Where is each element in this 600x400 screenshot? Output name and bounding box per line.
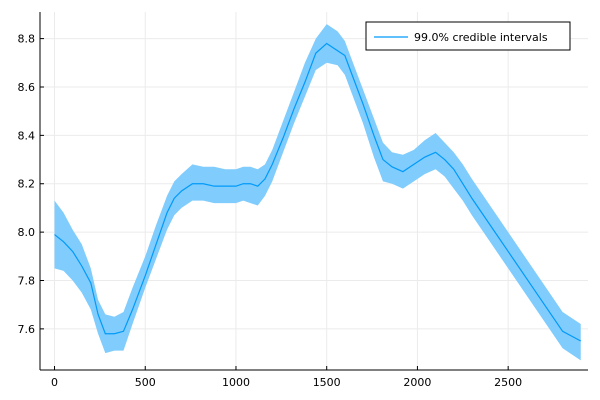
y-tick-label-7.8: 7.8 [18, 275, 36, 288]
legend-label: 99.0% credible intervals [414, 31, 548, 44]
x-tick-label-1500: 1500 [313, 376, 341, 389]
y-ticks: 7.6 7.8 8.0 8.2 8.4 8.6 8.8 [18, 33, 44, 336]
axes [39, 12, 588, 371]
series-line [54, 42, 582, 342]
x-tick-label-2000: 2000 [403, 376, 431, 389]
mean-line [54, 42, 582, 342]
x-tick-label-500: 500 [135, 376, 156, 389]
y-tick-label-7.6: 7.6 [18, 323, 36, 336]
y-tick-label-8.4: 8.4 [18, 129, 36, 142]
y-tick-label-8.8: 8.8 [18, 33, 36, 46]
credible-band [54, 24, 581, 361]
credible-interval-band [54, 24, 581, 361]
x-tick-label-0: 0 [51, 376, 58, 389]
x-tick-label-1000: 1000 [222, 376, 250, 389]
legend: 99.0% credible intervals [365, 21, 571, 51]
y-tick-label-8.2: 8.2 [18, 178, 36, 191]
x-ticks: 0 500 1000 1500 2000 2500 [51, 366, 522, 389]
x-tick-label-2500: 2500 [494, 376, 522, 389]
y-tick-label-8.6: 8.6 [18, 81, 36, 94]
legend-box [365, 21, 571, 51]
y-tick-label-8: 8.0 [18, 226, 36, 239]
